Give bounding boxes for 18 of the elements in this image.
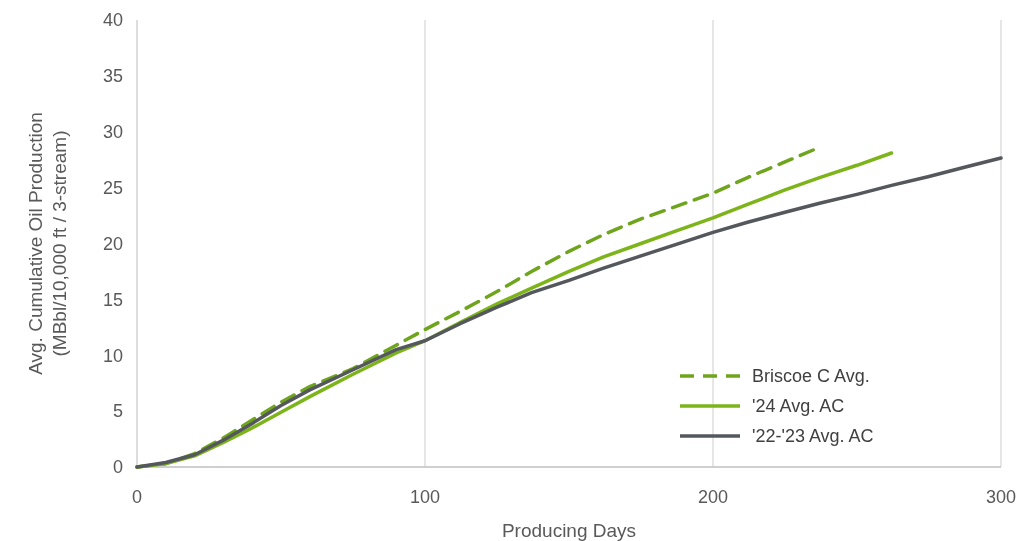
legend-label: Briscoe C Avg.	[752, 366, 870, 387]
legend-label: '24 Avg. AC	[752, 396, 845, 417]
y-tick-label: 15	[102, 289, 123, 310]
x-tick-label: 100	[409, 487, 441, 507]
y-tick-label: 30	[102, 122, 123, 143]
y-axis-title: Avg. Cumulative Oil Production (MBbl/10,000 ft / 3-stream)	[25, 112, 70, 375]
y-tick-label: 5	[112, 401, 123, 422]
y-tick-label: 0	[112, 457, 123, 478]
x-tick-label: 300	[985, 487, 1017, 507]
y-tick-label: 25	[102, 177, 123, 198]
x-axis-title: Producing Days	[501, 520, 637, 541]
y-tick-label: 35	[102, 66, 123, 87]
y-tick-label: 20	[102, 233, 123, 254]
x-tick-label: 0	[131, 487, 143, 507]
y-tick-label: 40	[102, 10, 123, 31]
x-tick-label: 200	[697, 487, 729, 507]
y-tick-label: 10	[102, 345, 123, 366]
legend-label: '22-'23 Avg. AC	[752, 426, 874, 447]
